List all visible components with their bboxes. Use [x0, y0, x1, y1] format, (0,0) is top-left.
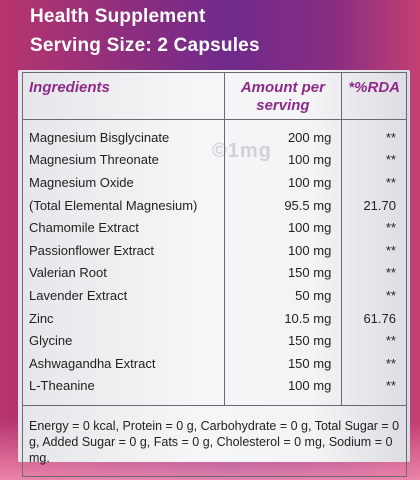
- ingredient-amount: 50 mg: [223, 284, 343, 307]
- table-row: Glycine 150 mg **: [22, 329, 407, 352]
- footnote-row: Energy = 0 kcal, Protein = 0 g, Carbohyd…: [22, 405, 407, 478]
- ingredient-name: Magnesium Oxide: [22, 171, 225, 194]
- ingredient-amount: 100 mg: [223, 238, 343, 262]
- table-body: Magnesium Bisglycinate 200 mg ** Magnesium …: [22, 119, 407, 406]
- nutrition-footnote: Energy = 0 kcal, Protein = 0 g, Carbohyd…: [22, 405, 407, 478]
- table-row: Chamomile Extract 100 mg **: [22, 216, 407, 239]
- table-row: Magnesium Threonate 100 mg **: [22, 148, 407, 172]
- ingredient-amount: 100 mg: [223, 374, 343, 406]
- table-row: Lavender Extract 50 mg **: [22, 284, 407, 307]
- ingredient-rda: **: [341, 284, 407, 307]
- ingredient-amount: 100 mg: [223, 171, 343, 194]
- column-header-ingredients: Ingredients: [22, 72, 225, 120]
- ingredient-amount: 150 mg: [223, 261, 343, 285]
- ingredient-rda: **: [341, 238, 407, 262]
- ingredient-rda: **: [341, 374, 407, 406]
- ingredient-amount: 150 mg: [223, 351, 343, 375]
- table-row: Zinc 10.5 mg 61.76: [22, 306, 407, 330]
- ingredient-name: Valerian Root: [22, 261, 225, 285]
- ingredient-rda: 61.76: [341, 306, 407, 330]
- ingredient-rda: **: [341, 216, 407, 239]
- table-row: Ashwagandha Extract 150 mg **: [22, 351, 407, 375]
- ingredient-name: L-Theanine: [22, 374, 225, 406]
- ingredient-name: Magnesium Threonate: [22, 148, 225, 172]
- ingredient-name: Passionflower Extract: [22, 238, 225, 262]
- ingredient-rda: **: [341, 119, 407, 149]
- ingredient-amount: 100 mg: [223, 148, 343, 172]
- ingredient-amount: 150 mg: [223, 329, 343, 352]
- ingredient-amount: 200 mg: [223, 119, 343, 149]
- watermark: ©1mg: [212, 140, 272, 162]
- ingredient-rda: **: [341, 171, 407, 194]
- ingredient-amount: 95.5 mg: [223, 193, 343, 217]
- ingredient-rda: **: [341, 148, 407, 172]
- ingredient-rda: **: [341, 329, 407, 352]
- table-row: (Total Elemental Magnesium) 95.5 mg 21.70: [22, 193, 407, 217]
- ingredient-amount: 10.5 mg: [223, 306, 343, 330]
- product-header: Health Supplement Serving Size: 2 Capsul…: [30, 2, 260, 60]
- ingredient-name: Ashwagandha Extract: [22, 351, 225, 375]
- ingredient-rda: 21.70: [341, 193, 407, 217]
- table-row: Passionflower Extract 100 mg **: [22, 238, 407, 262]
- table-row: Magnesium Bisglycinate 200 mg **: [22, 119, 407, 149]
- column-header-rda: *%RDA: [341, 72, 407, 120]
- ingredient-rda: **: [341, 261, 407, 285]
- supplement-facts-table: Ingredients Amount per serving *%RDA Mag…: [22, 72, 407, 478]
- ingredient-name: Magnesium Bisglycinate: [22, 119, 225, 149]
- ingredient-amount: 100 mg: [223, 216, 343, 239]
- ingredient-name: Zinc: [22, 306, 225, 330]
- ingredient-name: Glycine: [22, 329, 225, 352]
- column-header-amount: Amount per serving: [223, 72, 343, 120]
- table-header-row: Ingredients Amount per serving *%RDA: [22, 72, 407, 120]
- table-row: Valerian Root 150 mg **: [22, 261, 407, 285]
- table-row: L-Theanine 100 mg **: [22, 374, 407, 406]
- table-row: Magnesium Oxide 100 mg **: [22, 171, 407, 194]
- product-title: Health Supplement: [30, 6, 206, 27]
- ingredient-rda: **: [341, 351, 407, 375]
- serving-size: Serving Size: 2 Capsules: [30, 35, 260, 56]
- ingredient-name: Chamomile Extract: [22, 216, 225, 239]
- ingredient-name: Lavender Extract: [22, 284, 225, 307]
- ingredient-name: (Total Elemental Magnesium): [22, 193, 225, 217]
